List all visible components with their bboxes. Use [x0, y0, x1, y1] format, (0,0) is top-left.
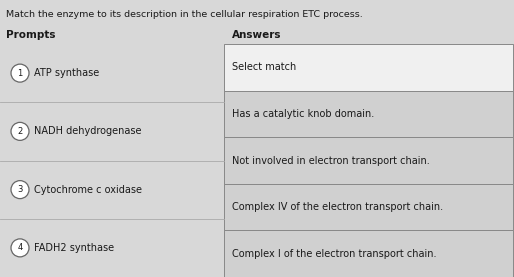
Text: Not involved in electron transport chain.: Not involved in electron transport chain… [232, 155, 429, 165]
Text: Complex IV of the electron transport chain.: Complex IV of the electron transport cha… [232, 202, 443, 212]
Circle shape [11, 122, 29, 140]
FancyBboxPatch shape [224, 44, 513, 91]
Circle shape [11, 239, 29, 257]
Text: Answers: Answers [232, 30, 281, 40]
Text: NADH dehydrogenase: NADH dehydrogenase [34, 126, 141, 136]
Text: Has a catalytic knob domain.: Has a catalytic knob domain. [232, 109, 374, 119]
FancyBboxPatch shape [224, 230, 513, 277]
FancyBboxPatch shape [224, 137, 513, 184]
Text: 3: 3 [17, 185, 23, 194]
Text: Select match: Select match [232, 62, 296, 72]
Text: FADH2 synthase: FADH2 synthase [34, 243, 114, 253]
Text: Cytochrome c oxidase: Cytochrome c oxidase [34, 185, 142, 195]
Text: 1: 1 [17, 69, 23, 78]
FancyBboxPatch shape [224, 44, 514, 277]
Text: ATP synthase: ATP synthase [34, 68, 99, 78]
Circle shape [11, 181, 29, 199]
Text: 4: 4 [17, 243, 23, 252]
Circle shape [11, 64, 29, 82]
Text: Prompts: Prompts [6, 30, 56, 40]
Text: Complex I of the electron transport chain.: Complex I of the electron transport chai… [232, 249, 436, 259]
FancyBboxPatch shape [224, 184, 513, 230]
Text: Match the enzyme to its description in the cellular respiration ETC process.: Match the enzyme to its description in t… [6, 10, 363, 19]
FancyBboxPatch shape [224, 91, 513, 137]
Text: 2: 2 [17, 127, 23, 136]
